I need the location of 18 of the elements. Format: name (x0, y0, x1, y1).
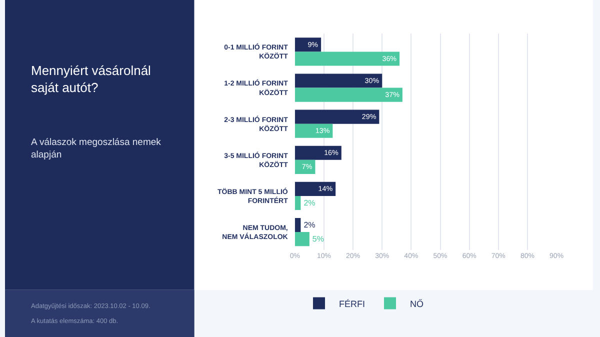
legend-label: FÉRFI (339, 298, 365, 309)
data-label: 2% (304, 220, 316, 230)
bar (294, 232, 310, 246)
data-label: 2% (304, 198, 316, 208)
bar (294, 110, 380, 124)
bar (294, 182, 336, 196)
bar (294, 88, 402, 102)
bar (294, 52, 400, 66)
text: Mennyiért vásárolnál saját autót? (31, 63, 152, 95)
bar (294, 196, 301, 210)
legend-label: NŐ (410, 298, 424, 309)
text: A válaszok megoszlása nemek alapján (31, 137, 162, 160)
bar (294, 146, 342, 160)
bar (294, 124, 333, 138)
bar (294, 74, 382, 88)
bar (294, 38, 322, 52)
data-label: 5% (312, 234, 324, 244)
bar (294, 218, 301, 232)
